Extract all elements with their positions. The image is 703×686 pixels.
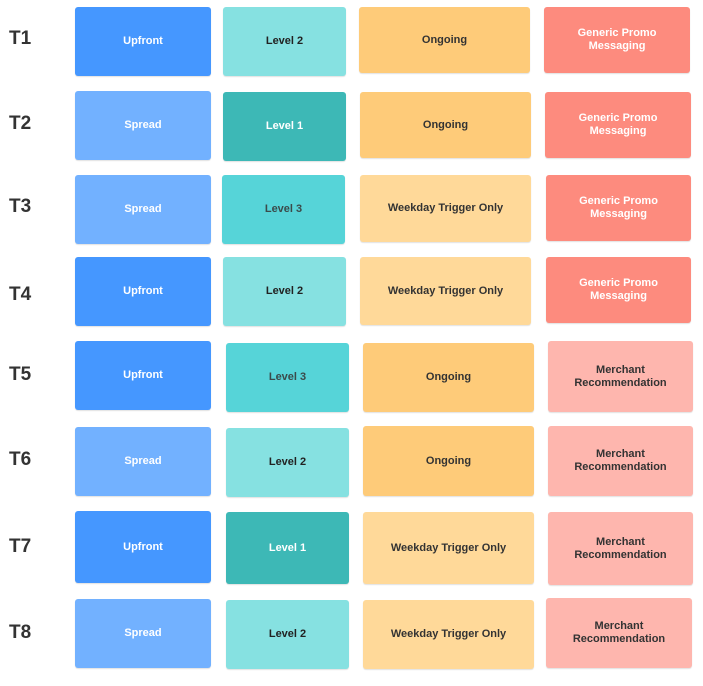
level-box-t2: Level 1 (223, 92, 346, 161)
level-label: Level 2 (268, 456, 307, 468)
messaging-label: Generic Promo Messaging (578, 112, 658, 137)
messaging-box-t4: Generic Promo Messaging (546, 257, 691, 323)
timing-box-t7: Upfront (75, 511, 211, 583)
timing-box-t3: Spread (75, 175, 211, 244)
messaging-label: Merchant Recommendation (574, 448, 667, 473)
messaging-box-t3: Generic Promo Messaging (546, 175, 691, 241)
trigger-label: Ongoing (425, 454, 472, 467)
row-label-t8: T8 (9, 622, 32, 643)
row-label-t3: T3 (9, 196, 32, 217)
messaging-box-t5: Merchant Recommendation (548, 341, 693, 412)
timing-label: Spread (124, 627, 162, 639)
timing-box-t4: Upfront (75, 257, 211, 326)
trigger-label: Weekday Trigger Only (390, 628, 507, 640)
timing-label: Upfront (123, 35, 163, 47)
messaging-label: Merchant Recommendation (574, 535, 667, 561)
messaging-box-t7: Merchant Recommendation (548, 512, 693, 585)
timing-box-t6: Spread (75, 427, 211, 496)
trigger-box-t7: Weekday Trigger Only (363, 512, 534, 584)
trigger-label: Ongoing (425, 371, 472, 383)
timing-label: Upfront (123, 285, 163, 297)
trigger-box-t1: Ongoing (359, 7, 530, 73)
trigger-box-t3: Weekday Trigger Only (360, 175, 531, 242)
timing-label: Spread (124, 203, 162, 215)
row-label-t5: T5 (9, 364, 32, 385)
trigger-label: Weekday Trigger Only (390, 541, 507, 554)
trigger-box-t4: Weekday Trigger Only (360, 257, 531, 325)
level-label: Level 2 (268, 628, 307, 640)
messaging-label: Generic Promo Messaging (579, 195, 658, 220)
trigger-box-t2: Ongoing (360, 92, 531, 158)
level-label: Level 1 (268, 541, 307, 554)
level-label: Level 3 (268, 371, 307, 383)
row-label-t4: T4 (9, 284, 32, 305)
messaging-label: Generic Promo Messaging (577, 27, 657, 52)
level-label: Level 2 (265, 285, 304, 297)
level-label: Level 2 (265, 35, 304, 47)
row-label-t7: T7 (9, 536, 32, 557)
timing-box-t1: Upfront (75, 7, 211, 76)
level-label: Level 3 (264, 203, 303, 215)
messaging-label: Merchant Recommendation (572, 620, 666, 645)
messaging-box-t1: Generic Promo Messaging (544, 7, 690, 73)
level-box-t3: Level 3 (222, 175, 345, 244)
level-box-t4: Level 2 (223, 257, 346, 326)
trigger-box-t6: Ongoing (363, 426, 534, 496)
messaging-box-t2: Generic Promo Messaging (545, 92, 691, 158)
trigger-label: Ongoing (421, 33, 468, 46)
timing-label: Spread (124, 455, 162, 467)
level-box-t5: Level 3 (226, 343, 349, 412)
level-box-t1: Level 2 (223, 7, 346, 76)
row-label-t2: T2 (9, 113, 32, 134)
row-label-t6: T6 (9, 449, 32, 470)
messaging-label: Generic Promo Messaging (579, 277, 658, 302)
trigger-label: Weekday Trigger Only (387, 284, 504, 297)
messaging-box-t6: Merchant Recommendation (548, 426, 693, 496)
timing-label: Spread (124, 119, 162, 131)
level-label: Level 1 (265, 120, 304, 132)
level-box-t7: Level 1 (226, 512, 349, 584)
level-box-t6: Level 2 (226, 428, 349, 497)
trigger-label: Weekday Trigger Only (387, 202, 504, 214)
trigger-box-t5: Ongoing (363, 343, 534, 412)
trigger-label: Ongoing (422, 118, 469, 131)
trigger-box-t8: Weekday Trigger Only (363, 600, 534, 669)
timing-box-t5: Upfront (75, 341, 211, 410)
row-label-t1: T1 (9, 28, 32, 49)
timing-label: Upfront (123, 369, 163, 381)
timing-box-t8: Spread (75, 599, 211, 668)
messaging-box-t8: Merchant Recommendation (546, 598, 692, 668)
messaging-label: Merchant Recommendation (574, 363, 667, 389)
timing-box-t2: Spread (75, 91, 211, 160)
level-box-t8: Level 2 (226, 600, 349, 669)
timing-label: Upfront (123, 540, 163, 553)
